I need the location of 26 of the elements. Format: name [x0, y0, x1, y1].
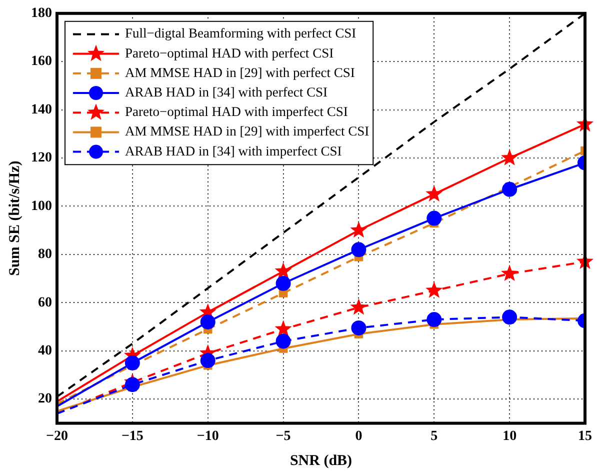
x-tick-label: 5 [430, 429, 438, 444]
legend-label: AM MMSE HAD in [29] with imperfect CSI [125, 124, 370, 139]
y-tick-label: 160 [31, 54, 52, 70]
legend-label: Full−digtal Beamforming with perfect CSI [125, 26, 357, 41]
x-tick-label: −10 [196, 429, 219, 444]
y-axis-title: Sum SE (bit/s/Hz) [6, 160, 23, 276]
x-axis-title: SNR (dB) [290, 452, 352, 469]
x-tick-label: −5 [276, 429, 291, 444]
x-tick-label: 10 [502, 429, 517, 444]
y-tick-label: 100 [31, 198, 52, 214]
legend-label: Pareto−optimal HAD with imperfect CSI [125, 104, 348, 120]
x-tick-label: 0 [355, 429, 362, 444]
legend-label: ARAB HAD in [34] with perfect CSI [125, 84, 328, 100]
y-tick-label: 120 [31, 150, 52, 166]
x-tick-label: −15 [121, 429, 144, 444]
y-tick-label: 80 [38, 247, 52, 262]
y-tick-label: 180 [31, 6, 52, 22]
x-tick-label: 15 [578, 429, 592, 444]
y-tick-label: 20 [38, 392, 52, 407]
legend-label: Pareto−optimal HAD with perfect CSI [125, 45, 334, 60]
legend-label: AM MMSE HAD in [29] with perfect CSI [125, 64, 356, 80]
y-tick-label: 140 [31, 102, 52, 118]
x-tick-label: −20 [46, 429, 68, 444]
legend-label: ARAB HAD in [34] with imperfect CSI [125, 143, 342, 158]
y-tick-label: 40 [38, 343, 52, 358]
y-tick-label: 60 [38, 295, 52, 310]
